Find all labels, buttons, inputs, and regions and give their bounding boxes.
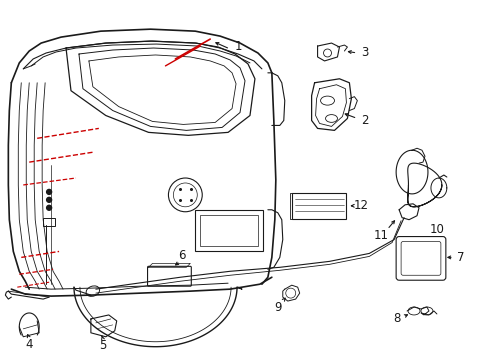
Text: 11: 11 — [373, 229, 388, 242]
Circle shape — [46, 189, 52, 194]
Text: 3: 3 — [361, 46, 368, 59]
Bar — [43, 218, 55, 226]
Text: 12: 12 — [353, 199, 368, 212]
Text: 5: 5 — [99, 339, 106, 352]
Text: 7: 7 — [456, 251, 464, 264]
Text: 9: 9 — [273, 301, 281, 314]
Text: 10: 10 — [428, 223, 444, 236]
Bar — [195, 210, 263, 251]
Circle shape — [46, 205, 52, 210]
Text: 8: 8 — [393, 312, 400, 325]
Circle shape — [46, 197, 52, 202]
Text: 6: 6 — [178, 249, 186, 262]
Text: 1: 1 — [234, 40, 241, 53]
Bar — [291, 193, 346, 219]
Bar — [200, 215, 257, 247]
Text: 2: 2 — [361, 114, 368, 127]
Text: 4: 4 — [25, 338, 33, 351]
